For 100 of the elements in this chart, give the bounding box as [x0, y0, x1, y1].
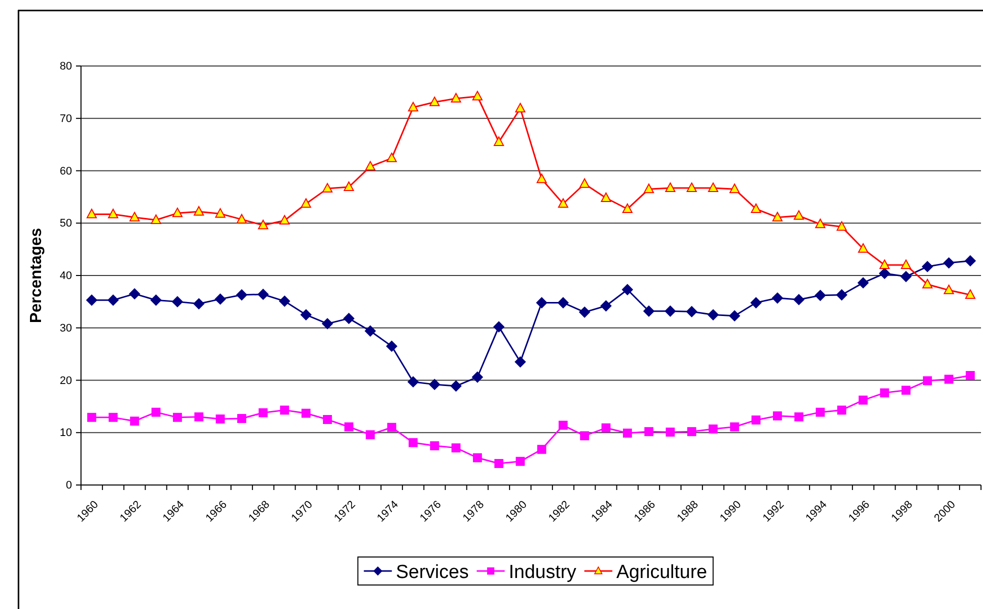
point — [580, 431, 590, 440]
y-tick-label: 50 — [60, 218, 72, 230]
point — [300, 198, 312, 208]
point — [279, 215, 290, 225]
point — [215, 208, 226, 218]
point — [194, 412, 204, 422]
point — [558, 420, 568, 430]
point — [922, 376, 932, 386]
point — [344, 422, 354, 432]
legend-label: Agriculture — [616, 562, 708, 583]
point — [108, 208, 118, 218]
point — [815, 218, 826, 228]
point — [472, 90, 483, 100]
point — [794, 210, 804, 220]
point — [858, 243, 868, 253]
point — [172, 412, 182, 422]
point — [322, 318, 333, 330]
point — [216, 414, 225, 424]
point — [708, 309, 719, 320]
point — [452, 443, 460, 452]
point — [344, 181, 354, 191]
point — [750, 203, 762, 213]
point — [514, 356, 526, 368]
point — [366, 430, 375, 440]
point — [644, 184, 654, 194]
point — [129, 212, 140, 222]
point — [879, 260, 890, 270]
point — [772, 212, 783, 222]
y-tick-label: 80 — [60, 60, 72, 73]
point — [579, 178, 590, 188]
point — [666, 428, 675, 437]
point — [965, 289, 976, 299]
point — [387, 422, 396, 432]
point — [880, 388, 890, 398]
point — [622, 203, 633, 213]
point — [752, 416, 760, 425]
y-tick-label: 20 — [60, 374, 72, 387]
point — [129, 288, 140, 300]
point — [665, 182, 676, 192]
point — [944, 284, 954, 294]
point — [643, 306, 654, 317]
point — [408, 102, 418, 112]
point — [729, 310, 740, 322]
point — [430, 441, 440, 450]
point — [258, 408, 268, 418]
point — [152, 408, 160, 417]
point — [750, 297, 762, 308]
point — [258, 288, 269, 300]
point — [922, 261, 933, 272]
point — [258, 220, 268, 230]
point — [450, 92, 462, 102]
point — [600, 300, 612, 312]
point — [922, 278, 933, 288]
point — [729, 184, 740, 194]
point — [536, 297, 548, 308]
point — [494, 136, 504, 146]
point — [944, 374, 954, 384]
point — [772, 292, 783, 304]
y-tick-label: 30 — [60, 322, 72, 334]
point — [664, 306, 676, 317]
point — [472, 372, 483, 383]
point — [237, 414, 246, 423]
point — [687, 427, 696, 436]
point — [622, 284, 633, 296]
point — [816, 408, 825, 417]
point — [130, 416, 140, 426]
point — [386, 340, 398, 352]
point — [858, 277, 869, 288]
point — [493, 321, 504, 332]
point — [386, 152, 397, 162]
point — [966, 371, 975, 380]
point — [600, 192, 612, 202]
point — [814, 290, 826, 301]
y-tick-label: 70 — [60, 112, 72, 125]
point — [86, 208, 97, 218]
point — [515, 102, 526, 112]
point — [172, 296, 183, 308]
point — [300, 309, 312, 320]
legend-label: Services — [396, 562, 469, 583]
point — [429, 96, 440, 106]
point — [902, 386, 910, 395]
point — [494, 459, 504, 468]
point — [108, 294, 119, 306]
point — [943, 257, 954, 268]
point — [150, 294, 162, 306]
point — [558, 297, 569, 308]
point — [302, 408, 310, 418]
y-tick-label: 0 — [66, 480, 72, 492]
point — [794, 412, 804, 422]
point — [214, 294, 226, 305]
point — [194, 206, 204, 216]
point — [836, 221, 847, 231]
point — [322, 415, 332, 424]
y-tick-label: 40 — [60, 270, 72, 282]
point — [536, 174, 547, 184]
point — [236, 214, 247, 224]
y-axis-title: Percentages — [28, 228, 45, 324]
point — [858, 396, 868, 405]
point — [836, 289, 848, 300]
point — [429, 378, 440, 390]
